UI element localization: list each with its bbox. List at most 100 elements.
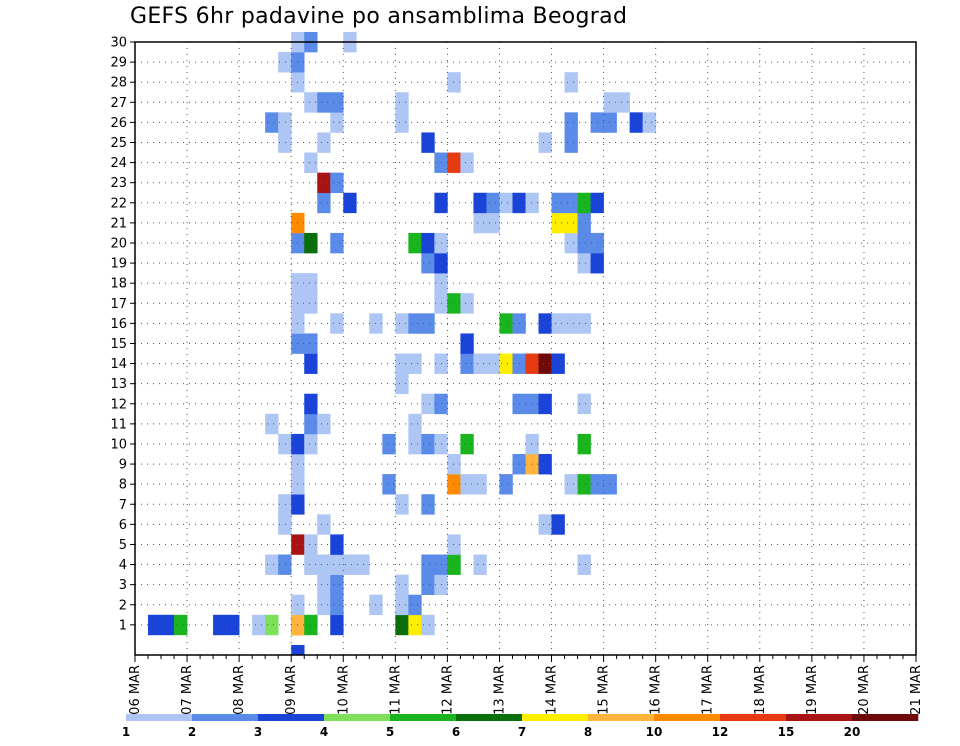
- heatmap-cell: [304, 393, 318, 415]
- heatmap-cell: [330, 313, 344, 334]
- y-tick-label: 26: [110, 116, 127, 131]
- heatmap-cell: [551, 353, 565, 374]
- heatmap-cell: [304, 433, 318, 455]
- heatmap-cell: [330, 534, 344, 555]
- heatmap-cell: [421, 554, 435, 575]
- y-tick-label: 17: [110, 297, 127, 312]
- heatmap-cell: [460, 152, 474, 173]
- y-tick-label: 28: [110, 76, 127, 91]
- heatmap-cell: [304, 413, 318, 435]
- heatmap-cell: [525, 353, 539, 374]
- heatmap-cell: [447, 72, 461, 93]
- heatmap-cell: [460, 293, 474, 314]
- heatmap-cell: [473, 192, 487, 214]
- legend-label: 1: [122, 725, 130, 739]
- y-tick-label: 4: [119, 558, 127, 573]
- legend-label: 2: [188, 725, 196, 739]
- x-tick-label: 17 MAR: [701, 665, 716, 715]
- heatmap-cell: [551, 192, 565, 214]
- heatmap-cell: [304, 293, 318, 314]
- y-tick-label: 1: [119, 618, 127, 633]
- heatmap-cell: [421, 614, 435, 636]
- heatmap-cell: [421, 232, 435, 254]
- x-tick-label: 20 MAR: [857, 665, 872, 715]
- heatmap-cell: [447, 474, 461, 495]
- x-tick-label: 11 MAR: [388, 665, 403, 715]
- heatmap-cell: [395, 494, 409, 515]
- heatmap-cell: [174, 614, 188, 636]
- y-tick-label: 13: [110, 377, 127, 392]
- heatmap-cell: [161, 614, 175, 636]
- heatmap-cell: [395, 112, 409, 133]
- legend-label: 8: [584, 725, 592, 739]
- legend-swatch: [522, 714, 589, 721]
- heatmap-cell: [499, 313, 513, 334]
- heatmap-cell: [421, 494, 435, 515]
- heatmap-cell: [395, 92, 409, 113]
- heatmap-cell: [499, 353, 513, 374]
- legend-label: 12: [712, 725, 729, 739]
- legend-label: 5: [386, 725, 394, 739]
- heatmap-cell: [395, 614, 409, 636]
- legend-swatch: [786, 714, 853, 721]
- heatmap-cell: [265, 413, 279, 435]
- legend-label: 4: [320, 725, 328, 739]
- heatmap-cell: [252, 614, 266, 636]
- heatmap-cell: [304, 554, 318, 575]
- heatmap-cell: [304, 534, 318, 555]
- heatmap-cell: [356, 554, 370, 575]
- y-tick-label: 3: [119, 578, 127, 593]
- heatmap-cell: [395, 313, 409, 334]
- heatmap-cell: [330, 574, 344, 596]
- plot-frame: [134, 41, 917, 656]
- heatmap-cell: [538, 132, 552, 153]
- heatmap-cell: [525, 192, 539, 214]
- heatmap-cell: [408, 313, 422, 334]
- chart-title: GEFS 6hr padavine po ansamblima Beograd: [130, 4, 628, 29]
- x-tick-label: 18 MAR: [753, 665, 768, 715]
- heatmap-cell: [538, 514, 552, 535]
- y-tick-label: 12: [110, 397, 127, 412]
- heatmap-cell: [330, 614, 344, 636]
- heatmap-cell: [330, 554, 344, 575]
- heatmap-cell: [278, 494, 292, 515]
- y-tick-label: 27: [110, 96, 127, 111]
- x-tick-label: 21 MAR: [909, 665, 924, 715]
- legend-label: 20: [844, 725, 861, 739]
- heatmap-cell: [265, 112, 279, 133]
- heatmap-cell: [382, 474, 396, 495]
- legend-swatch: [456, 714, 523, 721]
- x-tick-label: 19 MAR: [805, 665, 820, 715]
- x-tick-label: 16 MAR: [649, 665, 664, 715]
- heatmap-cell: [343, 192, 357, 214]
- y-tick-label: 30: [110, 36, 127, 51]
- heatmap-cell: [577, 393, 591, 415]
- heatmap-cell: [551, 514, 565, 535]
- heatmap-cell: [317, 574, 331, 596]
- heatmap-cell: [486, 212, 500, 234]
- heatmap-cell: [304, 92, 318, 113]
- heatmap-cell: [577, 474, 591, 495]
- heatmap-cell: [447, 534, 461, 555]
- heatmap-cell: [564, 313, 578, 334]
- heatmap-cell: [564, 112, 578, 133]
- y-tick-label: 23: [110, 176, 127, 191]
- heatmap-cell: [421, 393, 435, 415]
- legend-swatch: [390, 714, 457, 721]
- heatmap-cell: [421, 132, 435, 153]
- x-tick-label: 06 MAR: [128, 665, 143, 715]
- heatmap-cell: [421, 433, 435, 455]
- heatmap-cell: [317, 192, 331, 214]
- heatmap-cell: [577, 313, 591, 334]
- heatmap-cell: [577, 554, 591, 575]
- y-tick-label: 18: [110, 277, 127, 292]
- legend-swatch: [654, 714, 721, 721]
- heatmap-cell: [577, 232, 591, 254]
- heatmap-cell: [395, 574, 409, 596]
- x-tick-label: 12 MAR: [440, 665, 455, 715]
- heatmap-cell: [278, 132, 292, 153]
- heatmap-cell: [317, 172, 331, 194]
- heatmap-cell: [616, 92, 630, 113]
- heatmap-cell: [395, 373, 409, 395]
